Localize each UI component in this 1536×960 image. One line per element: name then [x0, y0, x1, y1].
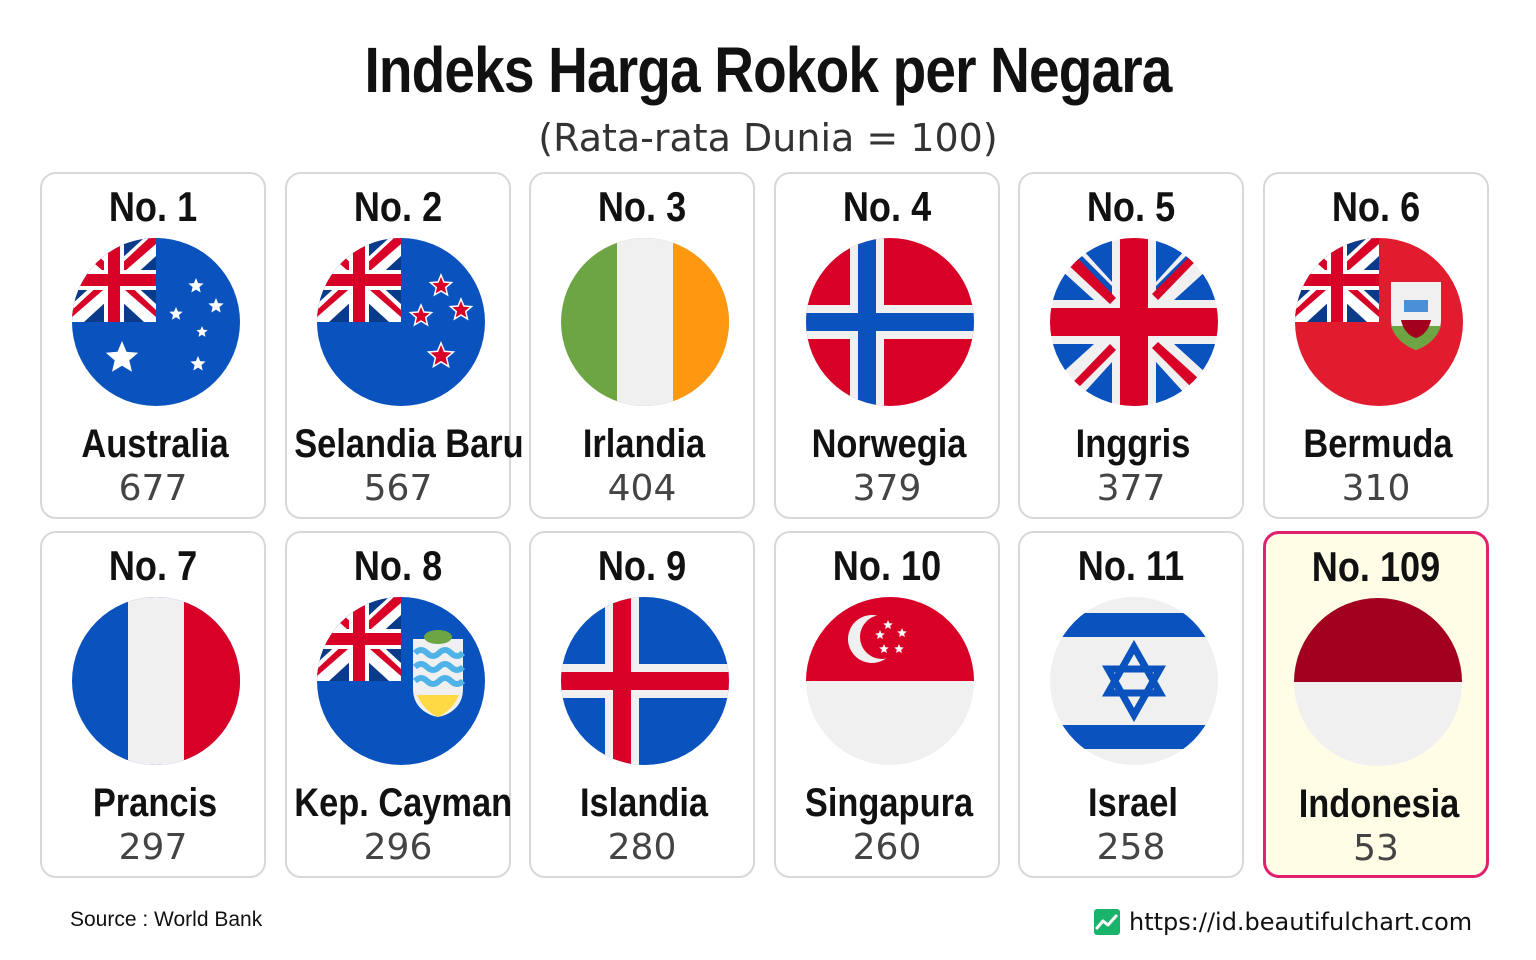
cayman-flag-icon	[317, 597, 485, 765]
country-name: Indonesia	[1298, 782, 1460, 826]
iceland-flag-icon	[561, 597, 729, 765]
rank-label: No. 3	[597, 183, 687, 230]
rank-label: No. 4	[842, 183, 932, 230]
country-card: No. 3 Irlandia 404	[529, 172, 755, 519]
rank-label: No. 109	[1311, 543, 1441, 590]
price-index-value: 677	[118, 468, 188, 509]
source-note: Source : World Bank	[70, 908, 263, 931]
price-index-value: 297	[118, 827, 188, 868]
country-card: No. 11 Israel 258	[1018, 531, 1244, 878]
country-card-highlighted: No. 109 Indonesia 53	[1263, 531, 1489, 878]
price-index-value: 379	[852, 468, 922, 509]
rank-label: No. 6	[1331, 183, 1421, 230]
chart-logo-icon	[1094, 909, 1120, 935]
website-url: https://id.beautifulchart.com	[1129, 908, 1473, 936]
new-zealand-flag-icon	[317, 238, 485, 406]
rank-label: No. 10	[832, 542, 942, 589]
indonesia-flag-icon	[1294, 598, 1462, 766]
country-name: Norwegia	[811, 422, 967, 466]
price-index-value: 260	[852, 827, 922, 868]
rank-label: No. 5	[1086, 183, 1176, 230]
country-name: Prancis	[92, 781, 218, 825]
ireland-flag-icon	[561, 238, 729, 406]
price-index-value: 258	[1096, 827, 1166, 868]
singapore-flag-icon	[806, 597, 974, 765]
price-index-value: 567	[363, 468, 433, 509]
country-name: Bermuda	[1303, 422, 1453, 466]
website-link[interactable]: https://id.beautifulchart.com	[1094, 904, 1472, 940]
country-card: No. 1 Australia 677	[40, 172, 266, 519]
country-card: No. 5 Inggris 377	[1018, 172, 1244, 519]
country-card: No. 2 Selandia Baru 567	[285, 172, 524, 519]
page-title: Indeks Harga Rokok per Negara	[364, 34, 1172, 106]
bermuda-flag-icon	[1295, 238, 1463, 406]
country-card: No. 10 Singapura 260	[774, 531, 1000, 878]
country-name: Singapura	[804, 781, 974, 825]
price-index-value: 296	[363, 827, 433, 868]
price-index-value: 310	[1341, 468, 1411, 509]
page-subtitle: (Rata-rata Dunia = 100)	[538, 116, 998, 160]
price-index-value: 280	[607, 827, 677, 868]
norway-flag-icon	[806, 238, 974, 406]
rank-label: No. 11	[1077, 542, 1185, 589]
country-card: No. 8 Kep. Cayman 296	[285, 531, 513, 878]
rank-label: No. 8	[353, 542, 443, 589]
rank-label: No. 1	[108, 183, 198, 230]
country-name: Islandia	[579, 781, 709, 825]
country-card: No. 4 Norwegia 379	[774, 172, 1000, 519]
rank-label: No. 9	[597, 542, 687, 589]
rank-label: No. 2	[353, 183, 443, 230]
country-name: Kep. Cayman	[294, 781, 513, 825]
israel-flag-icon	[1050, 597, 1218, 765]
country-card: No. 7 Prancis 297	[40, 531, 266, 878]
country-name: Inggris	[1075, 422, 1191, 466]
uk-flag-icon	[1050, 238, 1218, 406]
rank-label: No. 7	[108, 542, 198, 589]
country-name: Australia	[81, 422, 229, 466]
country-name: Irlandia	[582, 422, 706, 466]
price-index-value: 404	[607, 468, 677, 509]
country-card: No. 9 Islandia 280	[529, 531, 755, 878]
price-index-value: 53	[1353, 828, 1399, 869]
price-index-value: 377	[1096, 468, 1166, 509]
country-name: Israel	[1088, 781, 1178, 825]
country-name: Selandia Baru	[294, 422, 524, 466]
australia-flag-icon	[72, 238, 240, 406]
france-flag-icon	[72, 597, 240, 765]
country-card: No. 6 Bermuda 310	[1263, 172, 1489, 519]
